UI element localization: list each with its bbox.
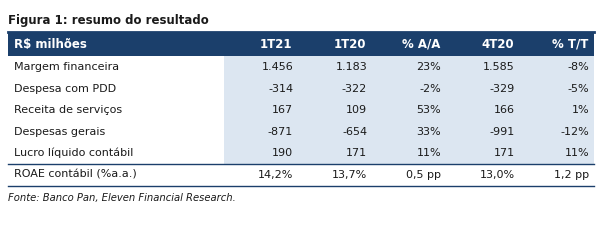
Text: 0,5 pp: 0,5 pp [406,170,441,180]
Bar [446,121,520,143]
Text: -12%: -12% [560,127,589,137]
Text: % A/A: % A/A [402,38,440,51]
Bar [8,143,224,164]
Bar [520,164,594,185]
Text: 171: 171 [494,148,515,158]
Text: 1T21: 1T21 [259,38,292,51]
Text: 1%: 1% [571,105,589,115]
Bar [8,164,224,185]
Bar [8,100,224,121]
Text: -654: -654 [342,127,367,137]
Bar [446,100,520,121]
Bar [298,121,372,143]
Text: -871: -871 [268,127,293,137]
Text: -5%: -5% [567,84,589,94]
Bar [298,164,372,185]
Bar [224,143,298,164]
Bar [372,57,446,78]
Text: % T/T: % T/T [551,38,588,51]
Bar [8,78,224,100]
Text: 33%: 33% [417,127,441,137]
Bar [224,57,298,78]
Text: Margem financeira: Margem financeira [14,62,119,72]
Bar [8,32,224,57]
Text: 1,2 pp: 1,2 pp [554,170,589,180]
Text: Receita de serviços: Receita de serviços [14,105,122,115]
Bar [372,32,446,57]
Text: 167: 167 [272,105,293,115]
Text: Despesas gerais: Despesas gerais [14,127,105,137]
Text: 171: 171 [346,148,367,158]
Text: Lucro líquido contábil: Lucro líquido contábil [14,148,134,158]
Text: 11%: 11% [565,148,589,158]
Text: Figura 1: resumo do resultado: Figura 1: resumo do resultado [8,14,209,27]
Bar [224,164,298,185]
Bar [298,143,372,164]
Text: -322: -322 [342,84,367,94]
Text: 53%: 53% [417,105,441,115]
Bar [372,143,446,164]
Text: 190: 190 [272,148,293,158]
Bar [520,32,594,57]
Text: 1.183: 1.183 [335,62,367,72]
Text: -8%: -8% [567,62,589,72]
Text: 13,0%: 13,0% [480,170,515,180]
Bar [298,100,372,121]
Bar [372,78,446,100]
Text: Despesa com PDD: Despesa com PDD [14,84,116,94]
Text: 166: 166 [494,105,515,115]
Text: 1.585: 1.585 [483,62,515,72]
Bar [520,121,594,143]
Bar [446,57,520,78]
Bar [520,100,594,121]
Text: -2%: -2% [420,84,441,94]
Text: ROAE contábil (%a.a.): ROAE contábil (%a.a.) [14,170,137,180]
Text: -314: -314 [268,84,293,94]
Text: 109: 109 [346,105,367,115]
Text: 1.456: 1.456 [261,62,293,72]
Text: 11%: 11% [417,148,441,158]
Bar [224,121,298,143]
Bar [520,78,594,100]
Bar [8,121,224,143]
Bar [298,32,372,57]
Text: -991: -991 [490,127,515,137]
Text: -329: -329 [490,84,515,94]
Bar [372,121,446,143]
Bar [372,164,446,185]
Bar [446,32,520,57]
Text: 1T20: 1T20 [334,38,366,51]
Text: R$ milhões: R$ milhões [14,38,87,51]
Text: 23%: 23% [417,62,441,72]
Bar [446,78,520,100]
Bar [446,164,520,185]
Text: 13,7%: 13,7% [332,170,367,180]
Text: 14,2%: 14,2% [258,170,293,180]
Bar [298,57,372,78]
Bar [298,78,372,100]
Bar [8,57,224,78]
Bar [446,143,520,164]
Bar [520,57,594,78]
Bar [520,143,594,164]
Bar [372,100,446,121]
Bar [224,78,298,100]
Bar [224,100,298,121]
Bar [224,32,298,57]
Text: 4T20: 4T20 [482,38,514,51]
Text: Fonte: Banco Pan, Eleven Financial Research.: Fonte: Banco Pan, Eleven Financial Resea… [8,192,236,203]
